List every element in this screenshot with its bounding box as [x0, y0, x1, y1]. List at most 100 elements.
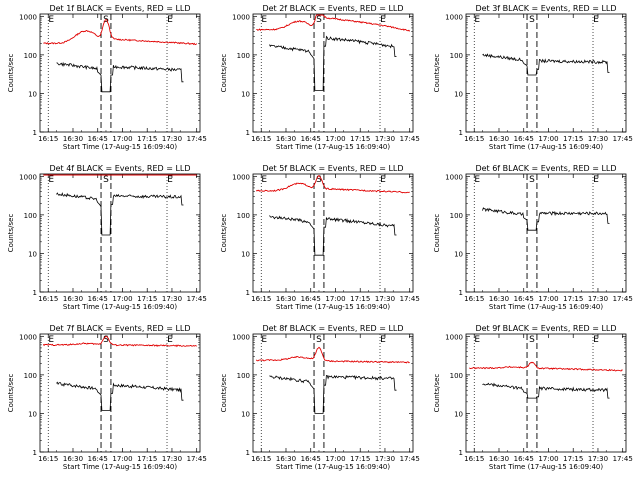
x-tick-label: 17:45	[187, 295, 207, 303]
y-tick-label: 1000	[19, 333, 37, 341]
x-tick-label: 17:15	[563, 455, 583, 463]
x-tick-label: 16:30	[276, 455, 296, 463]
x-tick-label: 17:15	[137, 295, 157, 303]
y-tick-label: 1	[33, 129, 37, 137]
x-tick-label: 16:30	[63, 135, 83, 143]
x-tick-label: 17:15	[563, 295, 583, 303]
x-tick-label: 16:45	[301, 295, 321, 303]
marker-label: E	[167, 175, 173, 185]
x-tick-label: 16:15	[251, 295, 271, 303]
x-tick-label: 17:00	[538, 295, 558, 303]
marker-label: S	[316, 175, 322, 185]
y-tick-label: 100	[450, 212, 463, 220]
y-tick-label: 1000	[19, 13, 37, 21]
chart-title: Det 3f BLACK = Events, RED = LLD	[475, 4, 616, 13]
x-tick-label: 17:45	[613, 135, 633, 143]
chart-title: Det 4f BLACK = Events, RED = LLD	[49, 164, 190, 173]
x-tick-label: 17:15	[137, 135, 157, 143]
plot-frame	[252, 333, 414, 453]
x-tick-label: 17:30	[162, 455, 182, 463]
y-tick-label: 10	[241, 410, 250, 418]
y-tick-label: 10	[241, 90, 250, 98]
y-tick-label: 10	[241, 250, 250, 258]
x-tick-label: 17:00	[112, 455, 132, 463]
events-series-line	[482, 207, 610, 231]
marker-label: E	[380, 175, 386, 185]
marker-label: E	[261, 175, 267, 185]
chart-panel-9: Det 9f BLACK = Events, RED = LLD 1 10 100 10…	[433, 324, 633, 471]
chart-panel-8: Det 8f BLACK = Events, RED = LLD 1 10 100 10…	[220, 324, 420, 471]
plot-frame	[465, 333, 627, 453]
chart-panel-3: Det 3f BLACK = Events, RED = LLD 1 10 100 10…	[433, 4, 633, 151]
y-tick-label: 1000	[19, 173, 37, 181]
y-tick-label: 10	[454, 90, 463, 98]
marker-label: E	[380, 15, 386, 25]
y-tick-label: 1	[459, 449, 463, 457]
plot-frame	[39, 173, 201, 293]
plot-frame	[252, 173, 414, 293]
y-tick-label: 10	[28, 250, 37, 258]
x-tick-label: 17:00	[538, 455, 558, 463]
marker-label: E	[48, 15, 54, 25]
x-tick-label: 17:15	[350, 455, 370, 463]
x-tick-label: 16:45	[88, 455, 108, 463]
chart-panel-1: Det 1f BLACK = Events, RED = LLD 1 10 100 10…	[7, 4, 207, 151]
x-tick-label: 16:15	[464, 135, 484, 143]
y-tick-label: 1000	[445, 13, 463, 21]
plot-frame	[465, 173, 627, 293]
lld-series-line	[255, 346, 410, 364]
chart-title: Det 7f BLACK = Events, RED = LLD	[49, 324, 190, 333]
x-tick-label: 17:30	[588, 455, 608, 463]
x-tick-label: 17:30	[375, 455, 395, 463]
events-series-line	[56, 381, 184, 411]
marker-label: E	[593, 335, 599, 345]
marker-label: S	[529, 15, 535, 25]
x-tick-label: 16:45	[88, 295, 108, 303]
x-tick-label: 16:45	[514, 135, 534, 143]
y-tick-label: 100	[237, 212, 250, 220]
lld-series-line	[256, 14, 411, 32]
x-axis-label: Start Time (17-Aug-15 16:09:40)	[489, 143, 603, 151]
x-tick-label: 17:15	[137, 455, 157, 463]
plot-frame	[465, 13, 627, 133]
chart-title: Det 2f BLACK = Events, RED = LLD	[262, 4, 403, 13]
lld-series-line	[469, 361, 623, 372]
x-tick-label: 16:45	[301, 455, 321, 463]
y-tick-label: 10	[28, 90, 37, 98]
x-tick-label: 17:30	[375, 135, 395, 143]
marker-label: E	[474, 175, 480, 185]
x-axis-label: Start Time (17-Aug-15 16:09:40)	[276, 463, 390, 471]
x-tick-label: 17:30	[588, 135, 608, 143]
events-series-line	[482, 382, 610, 399]
x-tick-label: 16:45	[88, 135, 108, 143]
events-series-line	[269, 374, 397, 414]
lld-series-line	[42, 335, 197, 348]
x-axis-label: Start Time (17-Aug-15 16:09:40)	[63, 303, 177, 311]
x-tick-label: 16:15	[464, 455, 484, 463]
y-axis-label: Counts/sec	[433, 214, 441, 253]
y-tick-label: 10	[28, 410, 37, 418]
x-tick-label: 17:45	[613, 295, 633, 303]
events-series-line	[269, 35, 397, 91]
x-tick-label: 16:15	[251, 135, 271, 143]
y-tick-label: 1	[33, 449, 37, 457]
x-tick-label: 17:45	[187, 135, 207, 143]
y-tick-label: 100	[237, 372, 250, 380]
x-tick-label: 17:30	[375, 295, 395, 303]
x-tick-label: 16:30	[489, 295, 509, 303]
marker-label: S	[316, 335, 322, 345]
events-series-line	[269, 215, 397, 256]
marker-label: S	[529, 175, 535, 185]
x-tick-label: 17:15	[350, 135, 370, 143]
y-tick-label: 1	[33, 289, 37, 297]
x-axis-label: Start Time (17-Aug-15 16:09:40)	[489, 303, 603, 311]
marker-label: S	[529, 335, 535, 345]
chart-panel-7: Det 7f BLACK = Events, RED = LLD 1 10 100 10…	[7, 324, 207, 471]
chart-title: Det 9f BLACK = Events, RED = LLD	[475, 324, 616, 333]
x-tick-label: 16:15	[38, 455, 58, 463]
marker-label: E	[474, 15, 480, 25]
y-tick-label: 100	[24, 52, 37, 60]
y-tick-label: 1000	[232, 13, 250, 21]
chart-title: Det 5f BLACK = Events, RED = LLD	[262, 164, 403, 173]
chart-title: Det 6f BLACK = Events, RED = LLD	[475, 164, 616, 173]
